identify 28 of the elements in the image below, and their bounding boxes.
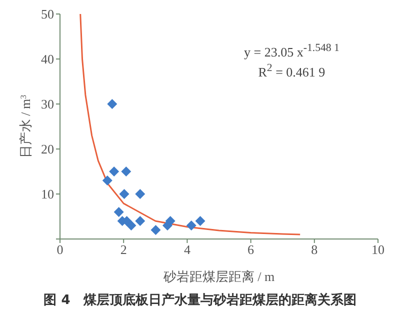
x-tick-label: 0 xyxy=(56,242,64,258)
y-tick-label: 10 xyxy=(41,186,54,202)
y-tick-label: 50 xyxy=(41,6,54,22)
point xyxy=(165,216,176,226)
text: 图 4 煤层顶底板日产水量与砂岩距煤层的距离关系图 xyxy=(42,292,358,309)
y-tick-label: 20 xyxy=(41,142,54,157)
point xyxy=(102,176,112,186)
y-tick-label: 40 xyxy=(41,52,54,67)
x-tick-label: 8 xyxy=(311,242,318,258)
point xyxy=(135,189,146,199)
point xyxy=(107,99,118,109)
x-axis-title: 砂岩距煤层距离 / m xyxy=(162,269,275,284)
x-tick-label: 4 xyxy=(184,242,191,258)
x-tick-label: 2 xyxy=(120,242,127,258)
point xyxy=(126,220,136,230)
point xyxy=(119,189,130,199)
point xyxy=(195,216,206,226)
point xyxy=(109,166,120,176)
point xyxy=(150,225,161,235)
annotation: y = 23.05 x$^{-1.548 1}$ xyxy=(244,41,340,60)
y-tick-label: 30 xyxy=(41,96,54,112)
point xyxy=(186,220,196,230)
x-tick-label: 10 xyxy=(372,242,384,258)
point xyxy=(121,166,132,176)
point xyxy=(135,216,146,226)
annotation: R$^{2}$ = 0.461 9 xyxy=(257,61,326,81)
x-tick-label: 6 xyxy=(248,242,255,258)
point xyxy=(114,207,124,217)
